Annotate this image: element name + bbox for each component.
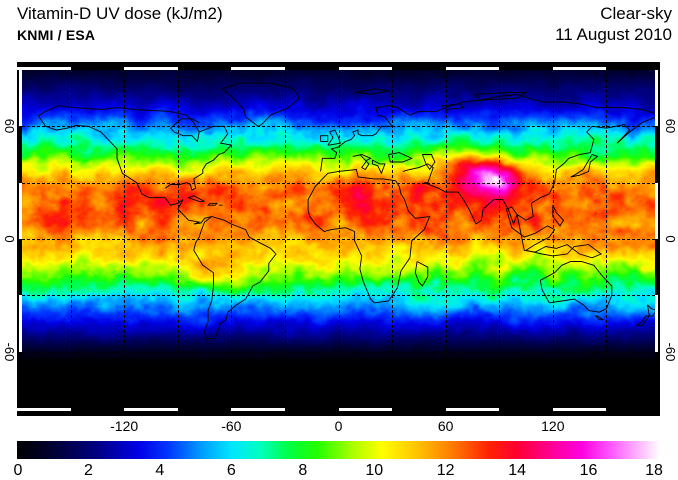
colorbar-gradient	[17, 441, 660, 459]
x-tick-label: -60	[221, 418, 242, 434]
colorbar-tick-label: 12	[436, 462, 455, 479]
colorbar-tick-label: 0	[13, 462, 23, 479]
gridline-parallel	[17, 182, 660, 184]
axis-tick-segment	[338, 67, 393, 70]
figure-header: Vitamin-D UV dose (kJ/m2) KNMI / ESA Cle…	[0, 0, 678, 60]
y-tick-label: -60	[663, 342, 678, 362]
axis-tick-segment	[552, 67, 607, 70]
page-title: Vitamin-D UV dose (kJ/m2)	[17, 4, 223, 23]
x-tick-label: 0	[334, 418, 343, 434]
axis-tick-segment	[19, 295, 22, 352]
colorbar-tick-label: 16	[579, 462, 598, 479]
gridline-parallel	[17, 295, 660, 297]
axis-tick-segment	[19, 182, 22, 239]
condition-label: Clear-sky	[600, 4, 672, 23]
map-plot	[17, 62, 660, 416]
axis-border-left	[17, 70, 22, 408]
colorbar-tick-label: 14	[508, 462, 527, 479]
axis-border-right	[655, 70, 660, 408]
x-tick-label: -120	[110, 418, 139, 434]
axis-tick-segment	[338, 408, 393, 411]
institute-label: KNMI / ESA	[17, 27, 96, 43]
axis-tick-segment	[445, 408, 500, 411]
date-label: 11 August 2010	[555, 25, 672, 44]
y-tick-label: 0	[2, 235, 17, 243]
x-tick-label: 120	[541, 418, 565, 434]
y-tick-label: 60	[663, 119, 678, 134]
map-data-area	[17, 70, 660, 408]
axis-border-top	[17, 62, 660, 70]
axis-border-bottom	[17, 408, 660, 416]
axis-tick-segment	[124, 408, 178, 411]
axis-tick-segment	[19, 70, 22, 127]
axis-tick-segment	[552, 408, 607, 411]
y-tick-label: 60	[2, 119, 17, 134]
axis-tick-segment	[231, 408, 285, 411]
gridline-parallel	[17, 126, 660, 128]
colorbar-tick-label: 6	[226, 462, 236, 479]
axis-tick-segment	[124, 67, 178, 70]
colorbar-tick-label: 18	[645, 462, 663, 479]
colorbar-panel: 0 2 4 6 8 10 12 14 16 18	[0, 436, 678, 480]
colorbar-tick-label: 2	[83, 462, 93, 479]
y-tick-label: 0	[663, 235, 678, 243]
axis-tick-segment	[655, 182, 658, 239]
axis-tick-segment	[17, 67, 71, 70]
x-tick-label: 60	[437, 418, 454, 434]
axis-tick-segment	[655, 70, 658, 127]
colorbar-tick-label: 8	[298, 462, 308, 479]
y-tick-label: -60	[2, 342, 17, 362]
gridline-parallel	[17, 351, 660, 353]
gridline-parallel	[17, 239, 660, 240]
colorbar-tick-label: 10	[365, 462, 384, 479]
axis-tick-segment	[445, 67, 500, 70]
axis-tick-segment	[231, 67, 285, 70]
axis-tick-segment	[655, 295, 658, 352]
axis-tick-segment	[17, 408, 71, 411]
colorbar-tick-label: 4	[155, 462, 165, 479]
